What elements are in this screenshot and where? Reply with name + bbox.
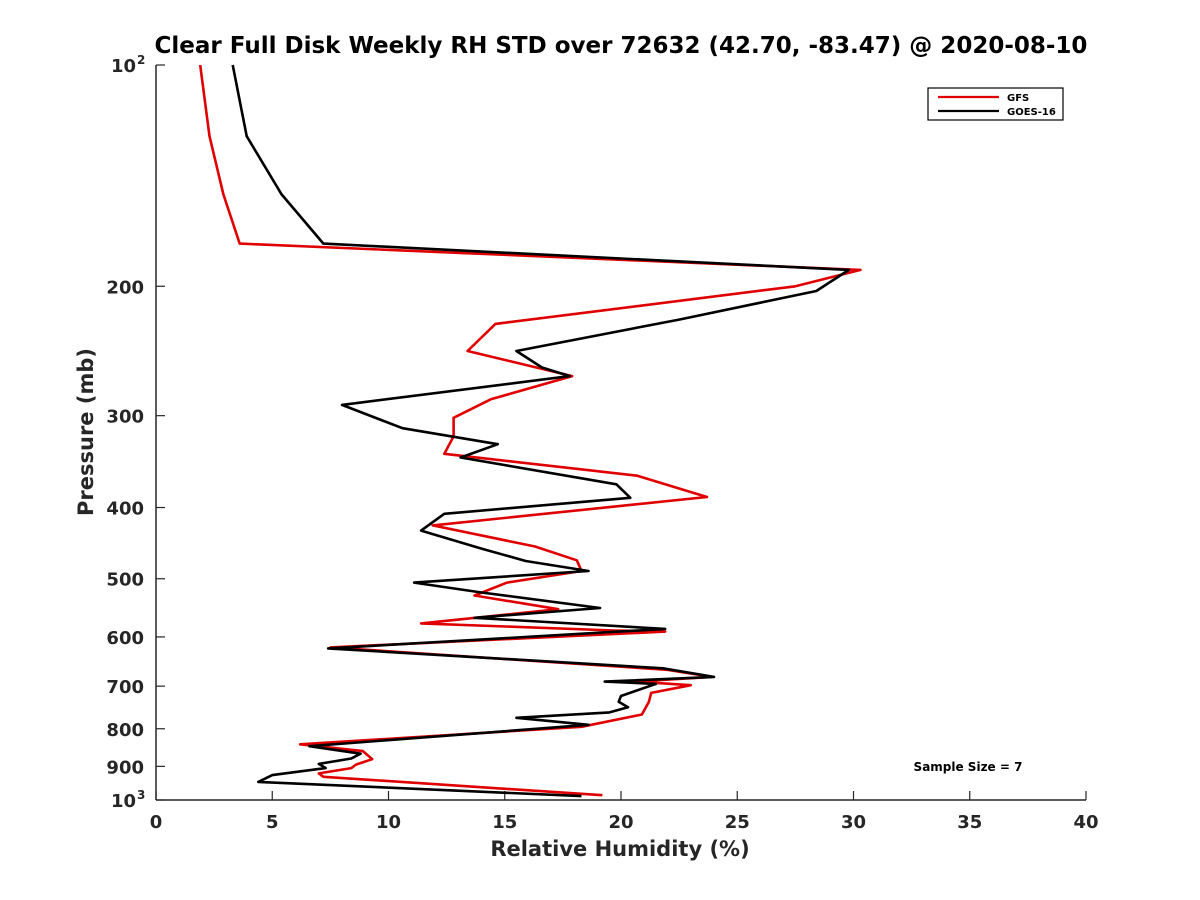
y-tick-label: 10 bbox=[111, 56, 136, 77]
legend-label-goes16: GOES-16 bbox=[1007, 107, 1056, 118]
series-line-gfs bbox=[198, 64, 862, 797]
x-tick-label: 10 bbox=[376, 812, 401, 833]
sample-size-annotation: Sample Size = 7 bbox=[914, 760, 1023, 774]
x-axis-label: Relative Humidity (%) bbox=[490, 837, 749, 861]
series-line-goes16 bbox=[231, 64, 851, 798]
y-tick-label: 600 bbox=[106, 628, 144, 649]
y-tick-label: 700 bbox=[106, 677, 144, 698]
x-tick-label: 20 bbox=[608, 812, 633, 833]
y-axis-label: Pressure (mb) bbox=[74, 348, 98, 516]
y-tick-exponent: 3 bbox=[137, 788, 145, 802]
axes-frame bbox=[155, 65, 1086, 801]
y-tick-label: 800 bbox=[106, 720, 144, 741]
y-tick-label: 10 bbox=[111, 791, 136, 812]
chart-title: Clear Full Disk Weekly RH STD over 72632… bbox=[155, 33, 1088, 59]
legend: GFS GOES-16 bbox=[927, 87, 1064, 121]
y-tick-label: 400 bbox=[106, 499, 144, 520]
x-tick-label: 40 bbox=[1073, 812, 1098, 833]
legend-label-gfs: GFS bbox=[1007, 93, 1029, 104]
x-tick-label: 15 bbox=[492, 812, 517, 833]
x-tick-label: 30 bbox=[841, 812, 866, 833]
x-tick-label: 35 bbox=[957, 812, 982, 833]
x-tick-label: 0 bbox=[150, 812, 163, 833]
y-tick-label: 300 bbox=[106, 407, 144, 428]
y-tick-exponent: 2 bbox=[137, 53, 145, 67]
y-tick-label: 900 bbox=[106, 757, 144, 778]
y-tick-label: 500 bbox=[106, 570, 144, 591]
x-tick-label: 25 bbox=[725, 812, 750, 833]
y-tick-label: 200 bbox=[106, 277, 144, 298]
legend-box bbox=[927, 87, 1064, 121]
x-tick-label: 5 bbox=[266, 812, 279, 833]
series-group bbox=[198, 64, 862, 798]
